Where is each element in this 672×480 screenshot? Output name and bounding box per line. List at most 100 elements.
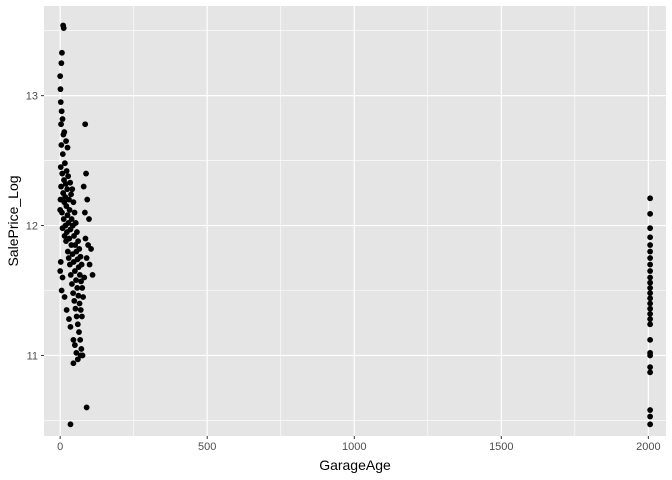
data-point bbox=[70, 290, 77, 296]
data-points bbox=[57, 22, 654, 428]
data-point bbox=[72, 220, 79, 226]
data-point bbox=[647, 210, 654, 217]
data-point bbox=[66, 235, 73, 242]
data-point bbox=[58, 142, 65, 148]
data-point bbox=[647, 364, 654, 371]
data-point bbox=[647, 261, 654, 268]
data-point bbox=[647, 234, 654, 241]
data-point bbox=[647, 268, 654, 274]
data-point bbox=[647, 369, 654, 376]
data-point bbox=[57, 73, 64, 80]
data-point bbox=[71, 297, 78, 304]
data-point bbox=[60, 25, 67, 31]
data-point bbox=[58, 183, 64, 190]
data-point bbox=[57, 259, 64, 265]
x-tick-label: 1000 bbox=[342, 441, 366, 453]
data-point bbox=[61, 160, 68, 167]
data-point bbox=[58, 60, 65, 67]
data-point bbox=[65, 220, 72, 226]
data-point bbox=[59, 116, 66, 122]
data-point bbox=[88, 246, 94, 252]
data-point bbox=[76, 300, 83, 307]
data-point bbox=[63, 307, 70, 313]
data-point bbox=[76, 272, 83, 278]
data-point bbox=[72, 305, 79, 312]
data-point bbox=[647, 248, 654, 255]
data-point bbox=[76, 246, 83, 252]
data-point bbox=[71, 209, 78, 216]
data-point bbox=[66, 207, 73, 213]
data-point bbox=[74, 321, 81, 328]
major-gridlines bbox=[44, 6, 666, 436]
data-point bbox=[69, 186, 76, 193]
data-point bbox=[64, 186, 71, 193]
data-point bbox=[74, 285, 81, 291]
data-point bbox=[70, 360, 77, 367]
data-point bbox=[77, 253, 84, 260]
data-point bbox=[70, 336, 77, 343]
data-point bbox=[73, 277, 79, 284]
data-point bbox=[647, 285, 654, 291]
plot-panel bbox=[44, 6, 666, 436]
data-point bbox=[60, 216, 67, 222]
data-point bbox=[81, 209, 88, 216]
data-point bbox=[86, 216, 92, 222]
data-point bbox=[62, 181, 69, 187]
data-point bbox=[647, 225, 654, 232]
data-point bbox=[75, 238, 82, 245]
x-tick-label: 2000 bbox=[636, 441, 660, 453]
data-point bbox=[73, 349, 80, 356]
y-axis-title: SalePrice_Log bbox=[5, 175, 21, 266]
data-point bbox=[68, 191, 74, 198]
x-tick-labels: 0 500 1000 1500 2000 bbox=[57, 441, 660, 453]
data-point bbox=[73, 313, 80, 320]
data-point bbox=[647, 413, 654, 420]
data-point bbox=[647, 321, 654, 328]
y-tick-label: 12 bbox=[26, 221, 38, 233]
data-point bbox=[61, 294, 68, 300]
data-point bbox=[71, 268, 78, 274]
data-point bbox=[65, 255, 72, 261]
y-tick-label: 11 bbox=[27, 350, 38, 362]
data-point bbox=[69, 281, 75, 287]
data-point bbox=[647, 421, 654, 428]
data-point bbox=[57, 268, 64, 274]
axis-ticks bbox=[41, 95, 649, 439]
data-point bbox=[64, 212, 71, 219]
data-point bbox=[83, 255, 90, 261]
data-point bbox=[647, 255, 654, 261]
y-tick-labels: 11 12 13 bbox=[26, 91, 38, 363]
data-point bbox=[67, 323, 74, 330]
data-point bbox=[81, 274, 88, 281]
data-point bbox=[647, 242, 654, 248]
data-point bbox=[647, 316, 654, 322]
data-point bbox=[82, 235, 89, 242]
data-point bbox=[78, 278, 84, 285]
data-point bbox=[647, 305, 654, 312]
data-point bbox=[647, 336, 654, 343]
data-point bbox=[67, 179, 74, 186]
data-point bbox=[59, 49, 65, 56]
data-point bbox=[70, 199, 77, 206]
data-point bbox=[74, 229, 80, 235]
data-point bbox=[76, 329, 82, 335]
data-point bbox=[63, 203, 70, 209]
data-point bbox=[78, 346, 85, 352]
minor-gridlines bbox=[44, 6, 666, 436]
data-point bbox=[79, 285, 86, 291]
data-point bbox=[71, 342, 78, 348]
data-point bbox=[64, 144, 71, 151]
data-point bbox=[647, 300, 654, 307]
data-point bbox=[82, 121, 89, 128]
data-point bbox=[647, 352, 654, 359]
x-axis-title: GarageAge bbox=[319, 457, 391, 473]
data-point bbox=[57, 99, 64, 106]
data-point bbox=[65, 173, 72, 180]
data-point bbox=[63, 138, 69, 145]
x-tick-label: 0 bbox=[57, 441, 63, 453]
data-point bbox=[58, 287, 65, 294]
data-point bbox=[67, 272, 74, 278]
data-point bbox=[68, 216, 75, 222]
data-point bbox=[58, 108, 65, 115]
data-point bbox=[647, 274, 654, 281]
